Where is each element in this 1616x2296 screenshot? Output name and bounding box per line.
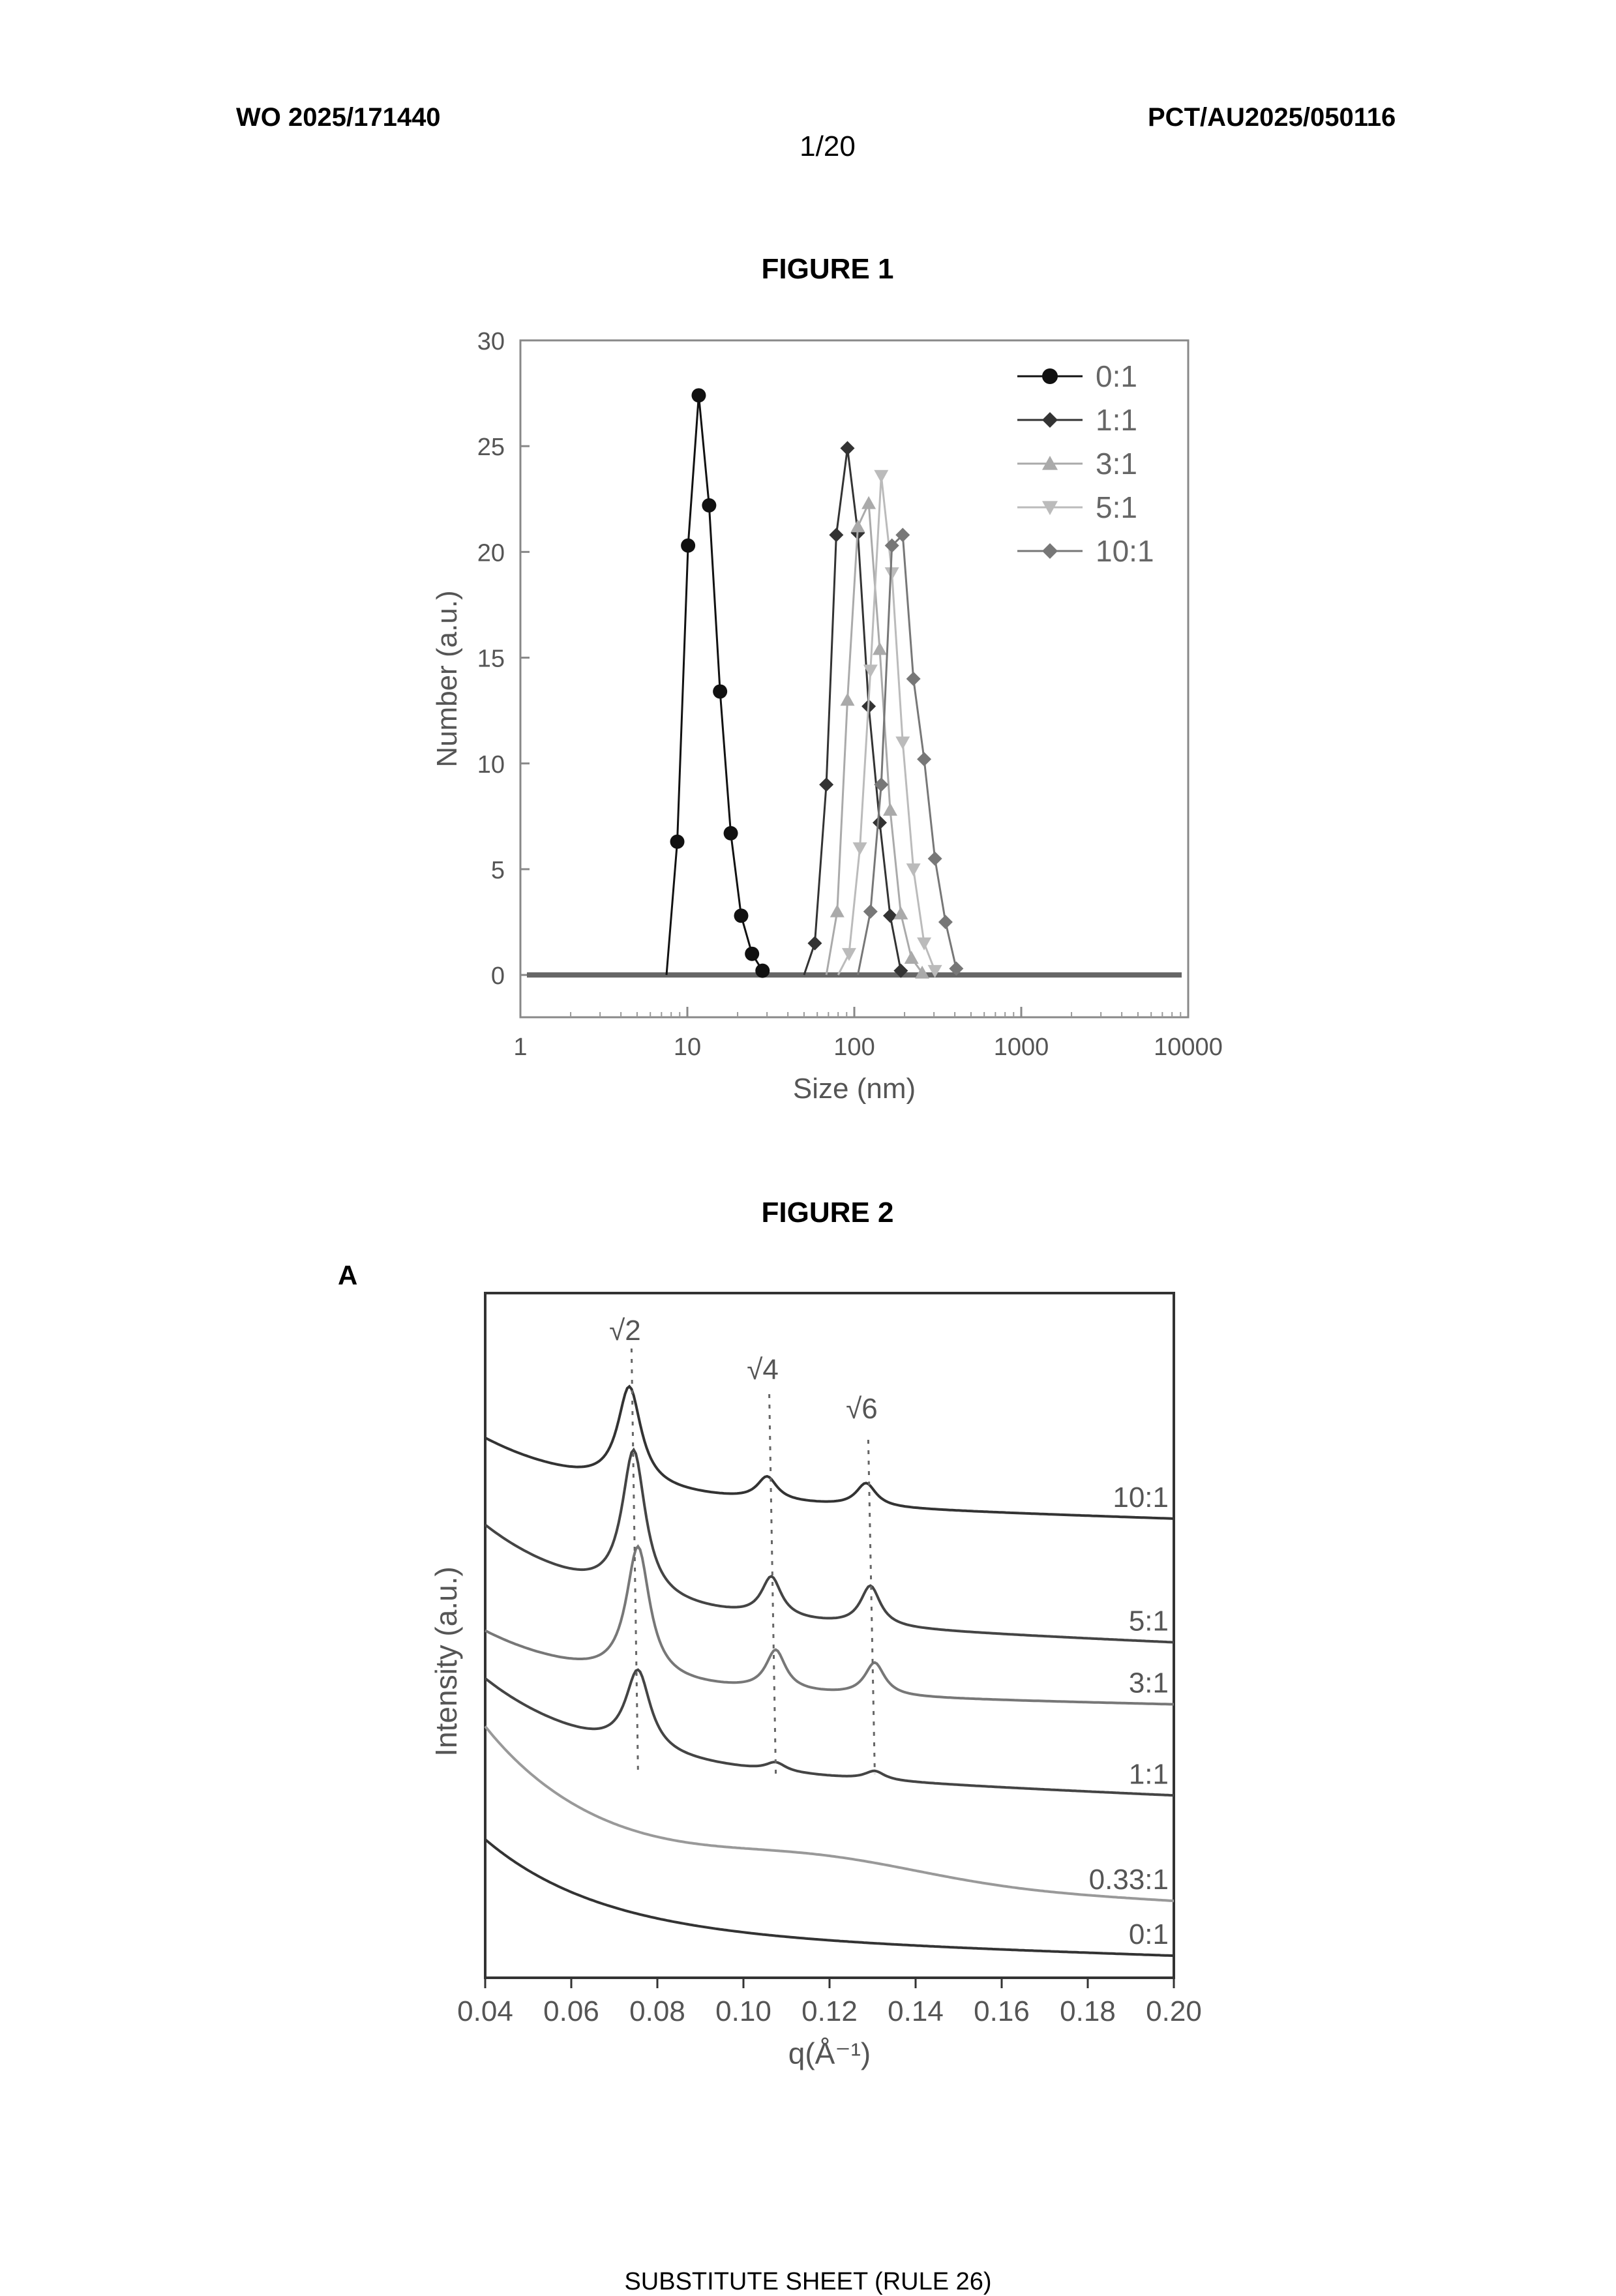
x-tick-label: 0.14 xyxy=(888,1995,944,2027)
x-tick-label: 0.20 xyxy=(1146,1995,1202,2027)
x-axis-title: q(Å⁻¹) xyxy=(788,2036,871,2070)
x-tick-label: 0.04 xyxy=(457,1995,513,2027)
footer-note: SUBSTITUTE SHEET (RULE 26) xyxy=(522,2268,1094,2296)
peak-guide-line xyxy=(770,1394,776,1774)
peak-label: √4 xyxy=(747,1354,779,1386)
peak-label: √6 xyxy=(846,1393,878,1425)
x-tick-label: 0.16 xyxy=(974,1995,1030,2027)
y-axis-title: Intensity (a.u.) xyxy=(429,1566,463,1756)
series-label: 3:1 xyxy=(1129,1667,1169,1699)
series-curve-10-1 xyxy=(485,1386,1174,1519)
series-label: 1:1 xyxy=(1129,1758,1169,1790)
x-tick-label: 0.10 xyxy=(715,1995,771,2027)
series-curve-0-33-1 xyxy=(485,1726,1174,1901)
x-tick-label: 0.06 xyxy=(543,1995,599,2027)
series-label: 10:1 xyxy=(1113,1482,1169,1513)
x-tick-label: 0.08 xyxy=(629,1995,685,2027)
series-label: 0.33:1 xyxy=(1089,1864,1169,1896)
plot-frame xyxy=(485,1293,1174,1978)
peak-label: √2 xyxy=(609,1315,641,1347)
x-tick-label: 0.12 xyxy=(801,1995,858,2027)
series-label: 0:1 xyxy=(1129,1918,1169,1950)
x-tick-label: 0.18 xyxy=(1060,1995,1116,2027)
series-label: 5:1 xyxy=(1129,1605,1169,1637)
series-curve-5-1 xyxy=(485,1450,1174,1642)
